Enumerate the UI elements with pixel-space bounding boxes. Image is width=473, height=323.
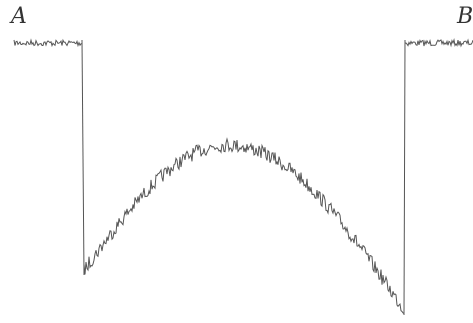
left-plateau-trace bbox=[13, 38, 82, 48]
left-drop-line bbox=[81, 39, 85, 276]
right-rise-line bbox=[403, 39, 406, 316]
noisy-hump-trace bbox=[83, 137, 405, 315]
right-plateau-trace bbox=[404, 38, 473, 48]
point-b-label: B bbox=[457, 4, 473, 29]
point-a-label: A bbox=[11, 4, 27, 29]
